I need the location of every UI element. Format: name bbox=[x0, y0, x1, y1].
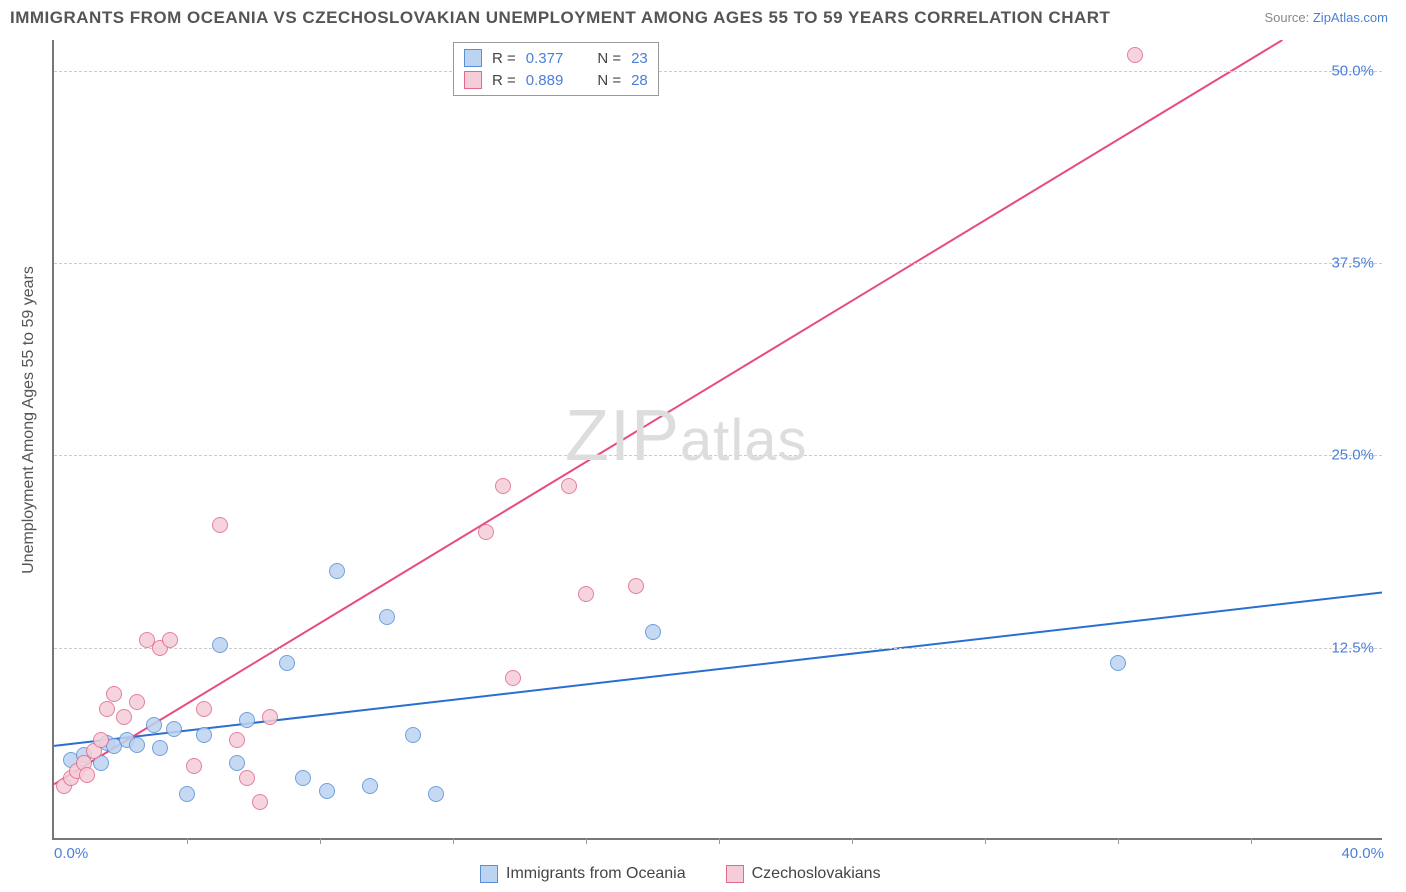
legend-stat-row: R = 0.377 N = 23 bbox=[464, 47, 648, 69]
x-tick-mark bbox=[719, 838, 720, 844]
legend-label: Czechoslovakians bbox=[752, 865, 881, 883]
legend-item: Czechoslovakians bbox=[726, 865, 881, 883]
scatter-point bbox=[495, 478, 511, 494]
scatter-point bbox=[186, 758, 202, 774]
r-label: R = bbox=[492, 50, 516, 67]
scatter-point bbox=[129, 694, 145, 710]
scatter-point bbox=[1127, 47, 1143, 63]
source-label: Source: bbox=[1264, 10, 1312, 25]
x-tick-label: 0.0% bbox=[54, 845, 88, 862]
source-attribution: Source: ZipAtlas.com bbox=[1264, 10, 1388, 25]
scatter-point bbox=[212, 517, 228, 533]
n-label: N = bbox=[597, 50, 621, 67]
scatter-point bbox=[106, 686, 122, 702]
series-legend: Immigrants from Oceania Czechoslovakians bbox=[480, 865, 881, 883]
scatter-point bbox=[379, 609, 395, 625]
legend-swatch bbox=[726, 865, 744, 883]
x-tick-mark bbox=[187, 838, 188, 844]
x-tick-mark bbox=[453, 838, 454, 844]
scatter-point bbox=[295, 770, 311, 786]
gridline bbox=[54, 71, 1382, 72]
source-link[interactable]: ZipAtlas.com bbox=[1313, 10, 1388, 25]
scatter-point bbox=[152, 740, 168, 756]
n-value: 23 bbox=[631, 50, 648, 67]
n-label: N = bbox=[597, 72, 621, 89]
scatter-point bbox=[212, 637, 228, 653]
scatter-point bbox=[561, 478, 577, 494]
gridline bbox=[54, 263, 1382, 264]
gridline bbox=[54, 455, 1382, 456]
x-tick-mark bbox=[586, 838, 587, 844]
y-tick-label: 25.0% bbox=[1331, 447, 1374, 464]
scatter-point bbox=[196, 701, 212, 717]
r-value: 0.889 bbox=[526, 72, 564, 89]
scatter-point bbox=[578, 586, 594, 602]
x-tick-label: 40.0% bbox=[1341, 845, 1384, 862]
scatter-point bbox=[319, 783, 335, 799]
scatter-point bbox=[279, 655, 295, 671]
scatter-point bbox=[162, 632, 178, 648]
scatter-point bbox=[262, 709, 278, 725]
gridline bbox=[54, 648, 1382, 649]
scatter-point bbox=[129, 737, 145, 753]
scatter-point bbox=[329, 563, 345, 579]
legend-label: Immigrants from Oceania bbox=[506, 865, 686, 883]
scatter-point bbox=[99, 701, 115, 717]
scatter-point bbox=[196, 727, 212, 743]
r-value: 0.377 bbox=[526, 50, 564, 67]
scatter-point bbox=[252, 794, 268, 810]
correlation-legend: R = 0.377 N = 23 R = 0.889 N = 28 bbox=[453, 42, 659, 96]
legend-swatch bbox=[464, 71, 482, 89]
y-tick-label: 12.5% bbox=[1331, 639, 1374, 656]
x-tick-mark bbox=[985, 838, 986, 844]
x-tick-mark bbox=[1251, 838, 1252, 844]
scatter-point bbox=[93, 732, 109, 748]
scatter-point bbox=[166, 721, 182, 737]
scatter-point bbox=[116, 709, 132, 725]
y-tick-label: 37.5% bbox=[1331, 255, 1374, 272]
scatter-point bbox=[645, 624, 661, 640]
scatter-point bbox=[505, 670, 521, 686]
trend-line bbox=[54, 40, 1282, 784]
x-tick-mark bbox=[320, 838, 321, 844]
legend-item: Immigrants from Oceania bbox=[480, 865, 686, 883]
scatter-point bbox=[628, 578, 644, 594]
scatter-point bbox=[239, 770, 255, 786]
plot-area: 12.5%25.0%37.5%50.0%0.0%40.0% bbox=[52, 40, 1382, 840]
scatter-point bbox=[146, 717, 162, 733]
r-label: R = bbox=[492, 72, 516, 89]
n-value: 28 bbox=[631, 72, 648, 89]
scatter-point bbox=[362, 778, 378, 794]
x-tick-mark bbox=[1118, 838, 1119, 844]
y-axis-label: Unemployment Among Ages 55 to 59 years bbox=[20, 266, 38, 574]
scatter-point bbox=[428, 786, 444, 802]
scatter-point bbox=[229, 755, 245, 771]
chart-title: IMMIGRANTS FROM OCEANIA VS CZECHOSLOVAKI… bbox=[10, 8, 1110, 28]
scatter-point bbox=[239, 712, 255, 728]
scatter-point bbox=[229, 732, 245, 748]
scatter-point bbox=[1110, 655, 1126, 671]
scatter-point bbox=[405, 727, 421, 743]
legend-swatch bbox=[464, 49, 482, 67]
x-tick-mark bbox=[852, 838, 853, 844]
y-tick-label: 50.0% bbox=[1331, 62, 1374, 79]
scatter-point bbox=[79, 767, 95, 783]
legend-swatch bbox=[480, 865, 498, 883]
scatter-point bbox=[478, 524, 494, 540]
legend-stat-row: R = 0.889 N = 28 bbox=[464, 69, 648, 91]
scatter-point bbox=[179, 786, 195, 802]
